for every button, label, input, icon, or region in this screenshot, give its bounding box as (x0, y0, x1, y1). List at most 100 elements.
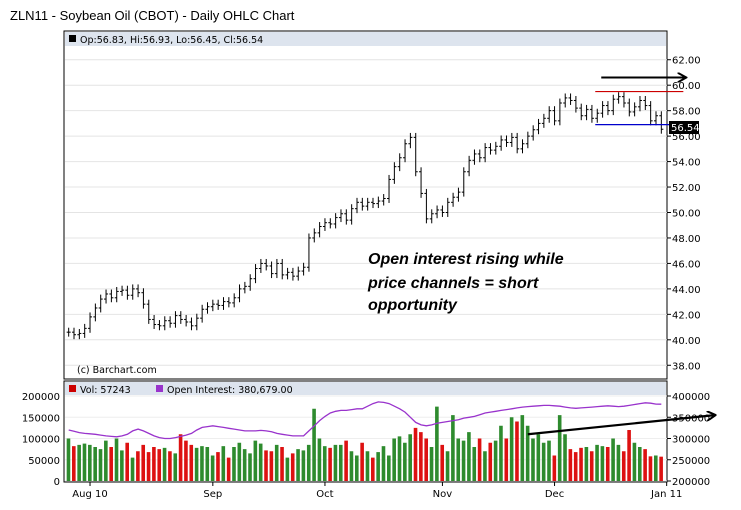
volume-bar (632, 442, 637, 481)
volume-bar (637, 447, 642, 481)
volume-bar (104, 440, 108, 481)
ohlc-bar (643, 96, 648, 111)
ohlc-bar (285, 267, 290, 280)
ohlc-bar (621, 92, 626, 108)
ohlc-bar (221, 297, 226, 310)
volume-bar (296, 449, 300, 481)
volume-bar (216, 452, 220, 481)
volume-tick-label: 100000 (22, 435, 60, 446)
volume-bar (141, 444, 146, 481)
ohlc-bar (595, 108, 600, 123)
volume-bar (290, 453, 295, 481)
volume-bar (312, 408, 316, 481)
volume-bar (285, 457, 290, 481)
volume-bar (226, 457, 231, 481)
volume-bar (237, 442, 242, 481)
volume-bar (146, 452, 151, 481)
volume-bar (253, 440, 258, 481)
volume-bar (210, 455, 215, 481)
ohlc-bar (424, 188, 429, 224)
ohlc-bar (109, 289, 114, 303)
ohlc-bar (483, 143, 488, 163)
volume-bar (653, 455, 658, 481)
ohlc-bar (653, 111, 658, 126)
volume-bar (242, 449, 247, 481)
ohlc-bar (563, 93, 568, 108)
ohlc-bar (627, 98, 632, 117)
ohlc-bar (82, 323, 87, 338)
ohlc-bar (365, 197, 370, 211)
ohlc-bar (184, 314, 189, 327)
price-tick-label: 38.00 (672, 361, 701, 372)
ohlc-bar (328, 218, 333, 229)
ohlc-bar (605, 101, 610, 116)
volume-bar (194, 447, 199, 481)
last-price-tag (669, 121, 699, 134)
ohlc-bar (440, 205, 445, 217)
ohlc-bar (371, 197, 376, 209)
volume-bar (504, 438, 509, 481)
ohlc-bar (648, 101, 653, 126)
price-tick-label: 56.00 (672, 132, 701, 143)
ohlc-bar (477, 149, 482, 163)
oi-tick-label: 250000 (672, 456, 710, 467)
ohlc-bar (632, 102, 637, 117)
ohlc-bar (312, 228, 317, 243)
volume-bar (515, 421, 519, 481)
volume-bar (552, 455, 557, 481)
ohlc-bar (248, 274, 253, 291)
volume-bar (621, 451, 626, 481)
volume-bar (205, 447, 210, 481)
ohlc-bar (579, 103, 584, 121)
volume-bar (162, 447, 167, 481)
oi-tick-label: 400000 (672, 392, 710, 403)
ohlc-bar (547, 106, 552, 123)
volume-bar (605, 447, 610, 481)
volume-bar (280, 447, 284, 481)
x-tick-label: Aug 10 (72, 489, 107, 500)
volume-bar (125, 442, 130, 481)
ohlc-bar (573, 96, 578, 113)
volume-bar (392, 438, 396, 481)
volume-bar (221, 446, 226, 481)
price-tick-label: 44.00 (672, 285, 701, 296)
ohlc-bar (120, 285, 125, 296)
ohlc-bar (354, 197, 359, 214)
volume-bar (600, 446, 605, 481)
ohlc-bar (445, 197, 450, 217)
volume-bar (157, 449, 162, 481)
last-price-label: 56.54 (671, 123, 700, 134)
volume-bar (248, 453, 252, 481)
volume-bar (344, 440, 348, 481)
ohlc-bar (461, 167, 466, 197)
x-tick-label: Oct (316, 489, 333, 500)
ohlc-bar (488, 143, 493, 155)
ohlc-bar (493, 141, 498, 155)
ohlc-bar (322, 218, 327, 231)
ohlc-bar (194, 313, 199, 331)
ohlc-bar (306, 233, 311, 272)
price-tick-label: 54.00 (672, 158, 701, 169)
ohlc-bar (189, 317, 194, 331)
volume-bar (493, 440, 498, 481)
volume-bar (568, 449, 573, 481)
volume-bar (114, 438, 119, 481)
ohlc-bar (387, 174, 392, 203)
ohlc-bar (200, 304, 205, 323)
volume-bar (184, 440, 188, 481)
ohlc-bar (541, 113, 546, 128)
ohlc-bar (520, 139, 525, 154)
ohlc-bar (616, 92, 621, 104)
ohlc-bar (338, 209, 343, 223)
price-tick-label: 58.00 (672, 107, 701, 118)
volume-bar (354, 455, 359, 481)
ohlc-bar (210, 299, 215, 312)
volume-bar (557, 415, 562, 481)
ohlc-bar (98, 294, 103, 313)
x-tick-label: Sep (203, 489, 222, 500)
volume-bar (98, 449, 103, 481)
ohlc-bar (568, 93, 573, 105)
ohlc-bar (403, 139, 408, 163)
ohlc-bar (600, 101, 605, 118)
oi-tick-label: 200000 (672, 477, 710, 488)
